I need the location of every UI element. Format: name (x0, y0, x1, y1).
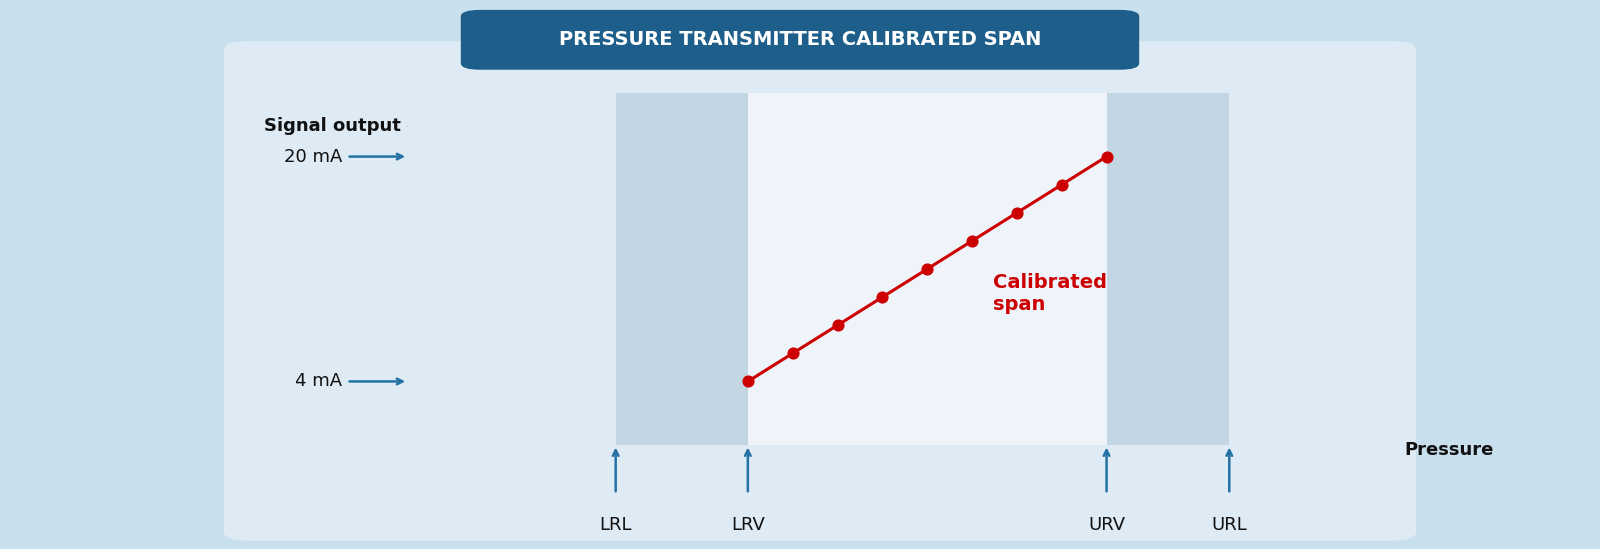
Bar (616, 93, 747, 445)
FancyBboxPatch shape (224, 41, 1416, 541)
Point (869, 293, 894, 301)
Text: LRV: LRV (731, 516, 765, 534)
Point (1050, 180, 1075, 189)
Point (960, 237, 986, 245)
Text: PRESSURE TRANSMITTER CALIBRATED SPAN: PRESSURE TRANSMITTER CALIBRATED SPAN (558, 30, 1042, 49)
Text: 20 mA: 20 mA (283, 148, 342, 166)
Text: URL: URL (1211, 516, 1246, 534)
Text: URV: URV (1088, 516, 1125, 534)
Point (734, 377, 760, 386)
Text: Signal output current: Signal output current (264, 117, 482, 135)
Point (779, 349, 805, 358)
Point (915, 265, 941, 273)
Point (1005, 209, 1030, 217)
Text: Calibrated
span: Calibrated span (994, 273, 1107, 314)
Point (824, 321, 850, 329)
Point (1094, 152, 1120, 161)
Text: LRL: LRL (600, 516, 632, 534)
Bar (747, 93, 1107, 445)
FancyBboxPatch shape (461, 10, 1139, 70)
Text: Pressure: Pressure (1403, 441, 1493, 459)
Bar (1107, 93, 1229, 445)
Text: 4 mA: 4 mA (294, 372, 342, 390)
